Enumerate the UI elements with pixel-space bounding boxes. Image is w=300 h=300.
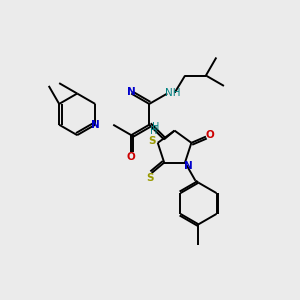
- Text: N: N: [127, 87, 136, 97]
- Text: H: H: [152, 122, 160, 132]
- Text: O: O: [206, 130, 214, 140]
- Text: S: S: [149, 136, 156, 146]
- Text: NH: NH: [166, 88, 181, 98]
- Text: S: S: [146, 173, 154, 183]
- Text: O: O: [127, 152, 136, 162]
- Text: H: H: [150, 126, 158, 136]
- Text: N: N: [91, 120, 100, 130]
- Text: N: N: [184, 160, 192, 171]
